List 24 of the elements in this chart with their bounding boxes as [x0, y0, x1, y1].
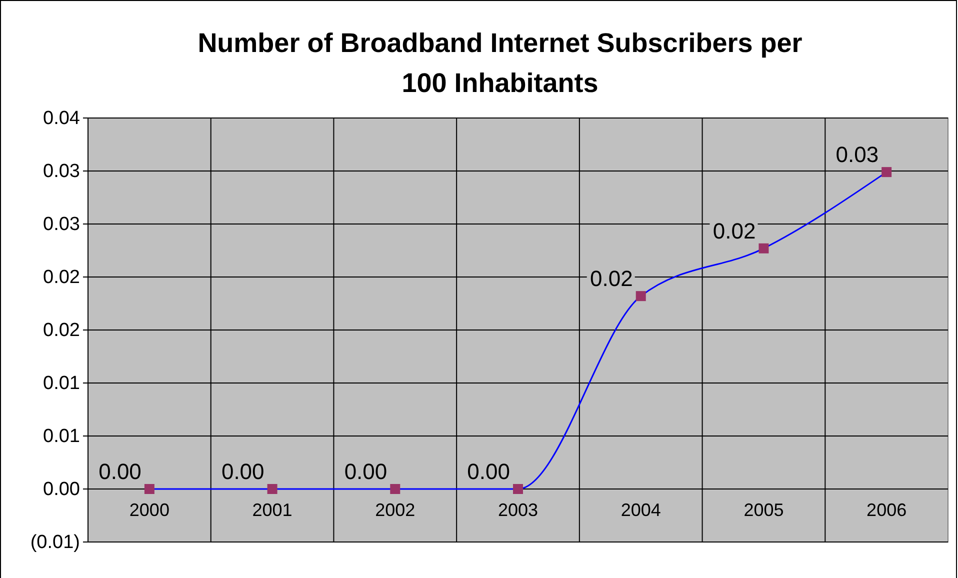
x-tick-label: 2003	[498, 500, 538, 520]
y-tick-label: 0.03	[43, 214, 80, 236]
x-tick-label: 2000	[129, 500, 170, 520]
y-tick-label: 0.01	[43, 373, 80, 394]
x-tick-label: 2002	[375, 500, 416, 520]
y-tick-label: 0.02	[43, 267, 80, 288]
y-tick-label: 0.00	[43, 479, 80, 500]
y-tick-label: (0.01)	[30, 532, 80, 554]
y-tick-label: 0.02	[43, 320, 80, 342]
data-label: 0.02	[712, 218, 756, 244]
chart-title: Number of Broadband Internet Subscribers per 100 Inhabitants	[198, 28, 803, 98]
y-tick-label: 0.03	[43, 161, 80, 182]
x-tick-label: 2006	[866, 500, 907, 520]
x-tick-label: 2001	[252, 500, 292, 520]
x-tick-label: 2005	[744, 500, 784, 520]
data-label: 0.03	[836, 142, 879, 168]
data-label: 0.00	[467, 459, 510, 484]
data-label: 0.00	[221, 459, 264, 484]
data-label: 0.00	[344, 459, 388, 484]
data-label: 0.00	[98, 459, 142, 484]
data-label: 0.02	[590, 266, 633, 292]
y-tick-label: 0.04	[43, 108, 80, 130]
x-tick-label: 2004	[620, 500, 661, 520]
y-tick-label: 0.01	[43, 426, 80, 448]
